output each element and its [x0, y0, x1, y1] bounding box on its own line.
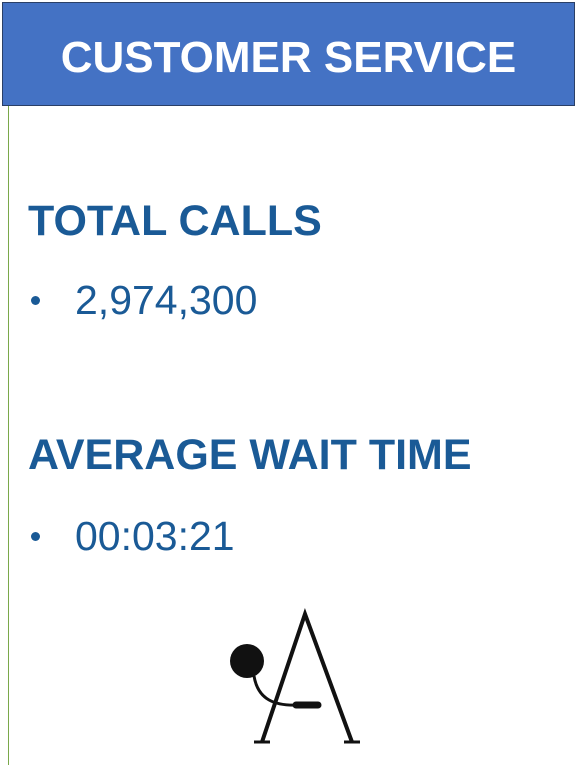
- bullet: [31, 532, 40, 541]
- logo-head: [230, 644, 264, 678]
- logo-letter: [260, 607, 354, 743]
- section-item: 00:03:21: [75, 513, 235, 559]
- section-heading: AVERAGE WAIT TIME: [28, 431, 472, 479]
- header-title: CUSTOMER SERVICE: [60, 33, 517, 82]
- header: CUSTOMER SERVICE: [2, 2, 575, 106]
- left-rule: [8, 106, 9, 765]
- logo-mic: [252, 675, 299, 707]
- bullet: [31, 296, 40, 305]
- section-item: 2,974,300: [75, 277, 258, 323]
- section-heading: TOTAL CALLS: [28, 197, 322, 245]
